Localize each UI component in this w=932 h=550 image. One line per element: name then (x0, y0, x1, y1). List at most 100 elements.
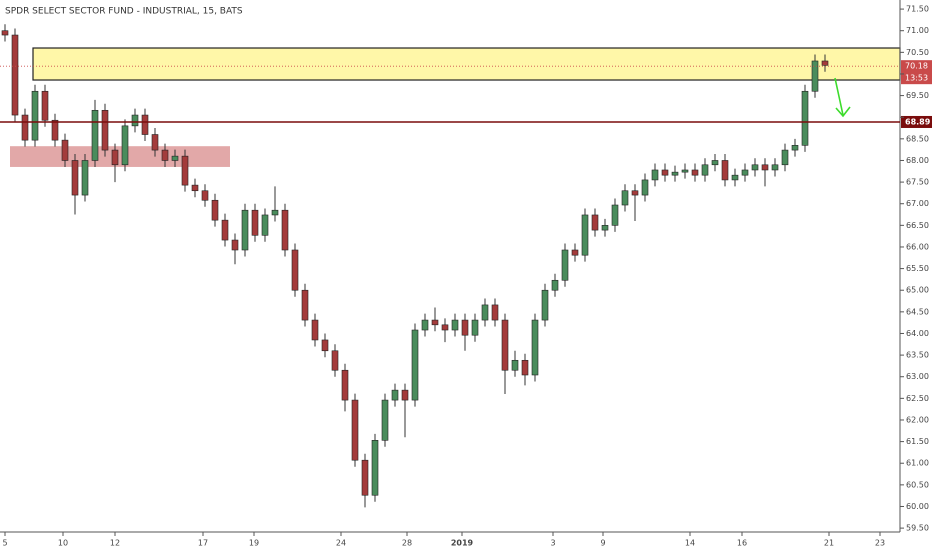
candle-body (401, 389, 409, 401)
candle-body (661, 169, 669, 176)
zone (32, 47, 901, 81)
arrow (834, 77, 851, 118)
candle-body (611, 204, 619, 226)
candle-body (41, 90, 49, 121)
candle-body (771, 164, 779, 171)
level-label-bg (901, 115, 932, 128)
candle-body (531, 319, 539, 376)
candle-body (601, 225, 609, 231)
candle-body (21, 114, 29, 141)
candle-body (571, 249, 579, 256)
candle-body (821, 60, 829, 66)
candle-body (171, 155, 179, 161)
candle-body (481, 304, 489, 321)
candle-body (51, 119, 59, 141)
x-tick-label: 16 (737, 539, 747, 548)
x-tick-label: 2019 (451, 539, 474, 548)
y-tick-label: 61.50 (906, 437, 929, 446)
candle-body (651, 169, 659, 181)
candle-body (61, 139, 69, 161)
candle-body (751, 164, 759, 171)
candle-body (581, 214, 589, 256)
y-tick-label: 64.00 (906, 329, 929, 338)
candle-body (291, 249, 299, 291)
last-price-bg (901, 60, 932, 85)
candle-body (221, 219, 229, 241)
candle-body (381, 399, 389, 441)
y-tick-label: 60.50 (906, 480, 929, 489)
candle-body (491, 304, 499, 321)
candle-body (281, 209, 289, 251)
candle-body (621, 190, 629, 206)
x-tick-label: 3 (550, 539, 555, 548)
x-tick-label: 28 (402, 539, 412, 548)
level-label: 68.89 (905, 117, 931, 126)
candle-body (461, 319, 469, 336)
candle-body (411, 329, 419, 401)
zone (10, 146, 230, 167)
y-tick-label: 66.50 (906, 221, 929, 230)
candle-body (701, 164, 709, 176)
candle-body (251, 209, 259, 236)
candle-body (591, 214, 599, 231)
candle-body (301, 289, 309, 321)
candle-body (71, 160, 79, 196)
candle-body (151, 134, 159, 151)
candle-body (321, 339, 329, 352)
y-tick-label: 63.50 (906, 351, 929, 360)
candle-body (351, 399, 359, 461)
candle-body (1, 30, 9, 36)
candle-body (361, 459, 369, 496)
candle-body (111, 149, 119, 166)
candle-body (211, 199, 219, 221)
x-tick-label: 24 (336, 539, 346, 548)
y-tick-label: 71.50 (906, 5, 929, 14)
candle-body (561, 249, 569, 281)
candle-body (511, 359, 519, 371)
candle-body (501, 319, 509, 371)
x-tick-label: 21 (824, 539, 834, 548)
candle-body (81, 160, 89, 196)
axes: 68.89 70.18 13:53 59.50 60.00 60.50 61.00 61.50… (0, 5, 932, 548)
x-tick-label: 23 (875, 539, 885, 548)
y-tick-label: 67.50 (906, 178, 929, 187)
y-tick-label: 59.50 (906, 524, 929, 533)
candle-body (471, 319, 479, 336)
candle-body (191, 184, 199, 192)
last-price-label: 70.18 (905, 62, 928, 71)
candle-body (181, 155, 189, 186)
y-tick-label: 70.50 (906, 48, 929, 57)
candle-body (451, 319, 459, 331)
candle-body (271, 209, 279, 216)
y-tick-label: 69.50 (906, 91, 929, 100)
y-tick-label: 61.00 (906, 459, 929, 468)
x-tick-label: 5 (2, 539, 7, 548)
candle-body (101, 109, 109, 151)
candle-body (551, 279, 559, 291)
candle-body (11, 34, 19, 116)
candle-body (741, 169, 749, 176)
candle-body (331, 350, 339, 371)
candle-body (371, 440, 379, 496)
x-tick-label: 17 (198, 539, 208, 548)
candle-body (31, 90, 39, 141)
candle-body (811, 60, 819, 92)
candle-body (691, 169, 699, 176)
x-tick-label: 14 (685, 539, 695, 548)
candle-body (731, 174, 739, 181)
candle-body (231, 239, 239, 251)
countdown-label: 13:53 (905, 74, 928, 83)
x-tick-label: 12 (110, 539, 120, 548)
candle-body (721, 160, 729, 181)
y-tick-label: 68.50 (906, 134, 929, 143)
y-tick-label: 66.00 (906, 242, 929, 251)
y-tick-label: 67.00 (906, 199, 929, 208)
x-tick-label: 19 (249, 539, 259, 548)
candle-body (801, 90, 809, 146)
candle-body (141, 114, 149, 135)
y-tick-label: 71.00 (906, 26, 929, 35)
candle-body (121, 125, 129, 166)
candle-body (341, 369, 349, 401)
candle-body (631, 190, 639, 196)
